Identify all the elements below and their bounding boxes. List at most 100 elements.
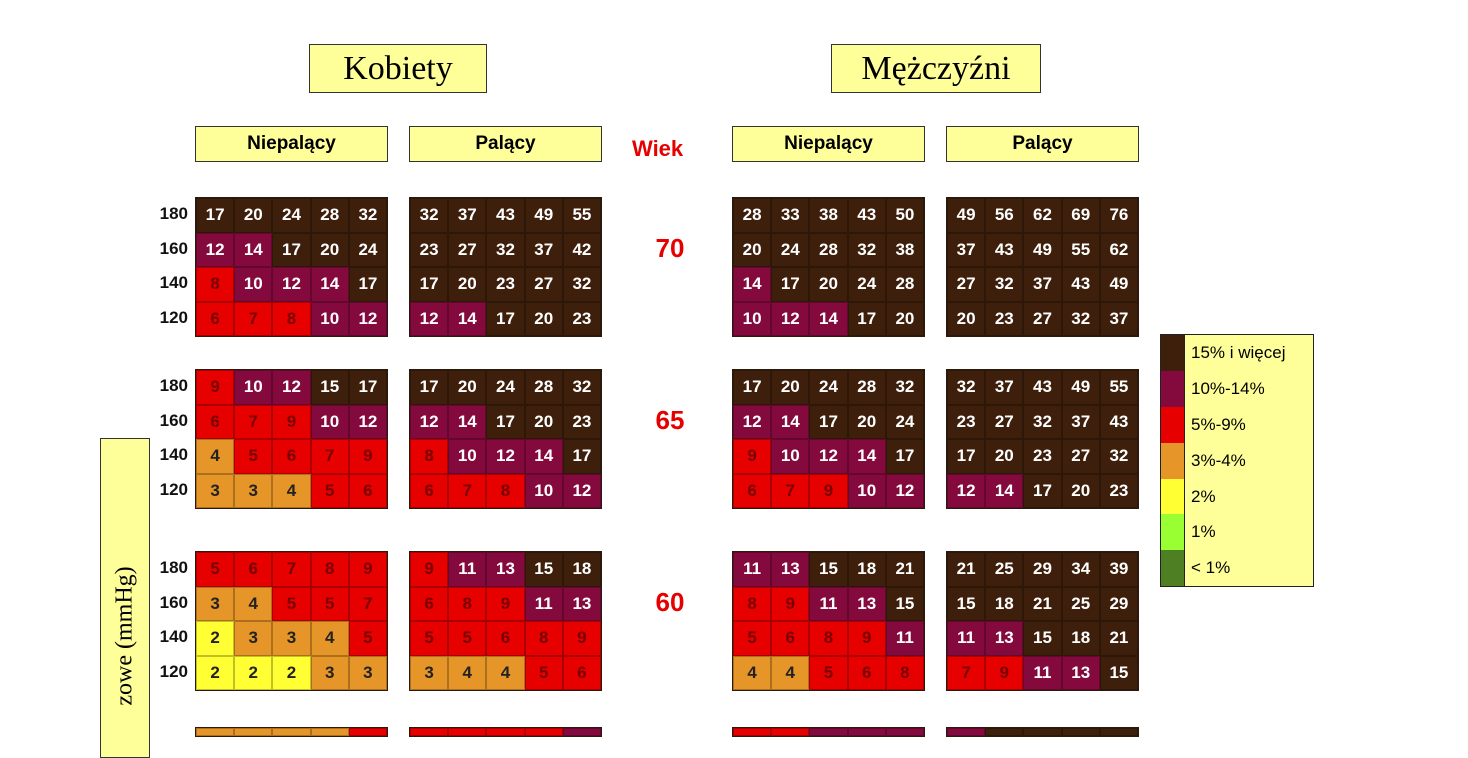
risk-cell: 43 [847,198,886,233]
legend-label: 15% i więcej [1191,342,1286,362]
risk-cell: 17 [196,198,235,233]
row-label: 160 [159,410,188,430]
risk-cell: 17 [847,301,886,336]
risk-cell: 8 [524,621,563,656]
risk-cell: 7 [234,301,273,336]
risk-cell: 38 [809,198,848,233]
women-header: Kobiety [309,44,487,93]
risk-cell: 5 [310,586,349,621]
row-label: 140 [159,445,188,464]
risk-cell: 32 [1061,301,1100,336]
risk-cell: 13 [771,552,810,587]
row-label: 180 [159,558,188,577]
legend-label: < 1% [1191,558,1231,578]
risk-cell: 9 [272,404,311,439]
risk-cell: 10 [234,267,273,302]
risk-cell: 12 [348,301,387,336]
risk-cell: 9 [985,655,1024,690]
risk-cell: 2 [196,655,235,690]
legend-item: 10%-14% [1161,370,1313,407]
risk-cell: 62 [1023,198,1062,233]
risk-cell: 15 [310,370,349,405]
risk-cell: 6 [234,552,273,587]
risk-cell: 43 [985,232,1024,267]
women-smoker-header: Palący [409,126,602,162]
risk-cell: 38 [885,232,924,267]
risk-cell: 20 [985,439,1024,474]
risk-cell: 3 [410,655,449,690]
legend-swatch [1161,406,1185,443]
risk-cell: 20 [885,301,924,336]
risk-grid-women-smoker: 32 37 43 49 55 23 27 32 37 42 17 20 23 27 32 12 14 17 20 23 [409,197,602,337]
risk-cell: 10 [448,439,487,474]
risk-cell: 23 [486,267,525,302]
risk-cell: 17 [410,370,449,405]
risk-cell: 10 [234,370,273,405]
risk-cell: 6 [410,586,449,621]
risk-cell: 12 [272,267,311,302]
risk-cell: 23 [1099,473,1138,508]
risk-cell: 8 [310,552,349,587]
risk-cell: 20 [809,267,848,302]
risk-cell: 42 [562,232,601,267]
risk-cell: 20 [524,301,563,336]
legend-label: 5%-9% [1191,414,1246,434]
risk-cell: 17 [348,267,387,302]
risk-cell: 49 [1023,232,1062,267]
risk-cell: 49 [524,198,563,233]
risk-cell: 24 [272,198,311,233]
risk-cell: 4 [733,655,772,690]
legend-item: 5%-9% [1161,406,1313,443]
risk-grid-men-nonsmoker: 17 20 24 28 32 12 14 17 20 24 9 10 12 14 17 6 7 9 10 12 [732,369,925,509]
row-label: 120 [159,661,188,681]
risk-cell: 29 [1099,586,1138,621]
risk-cell: 20 [524,404,563,439]
risk-cell: 9 [486,586,525,621]
risk-cell: 5 [733,621,772,656]
risk-grid-men-smoker: 21 25 29 34 39 15 18 21 25 29 11 13 15 18 21 7 9 11 13 15 [946,551,1139,691]
risk-cell: 20 [448,370,487,405]
risk-cell: 27 [947,267,986,302]
risk-cell: 14 [448,301,487,336]
risk-cell: 25 [985,552,1024,587]
risk-cell: 14 [234,232,273,267]
risk-cell: 17 [486,301,525,336]
risk-cell: 24 [348,232,387,267]
risk-grid-men-smoker: 32 37 43 49 55 23 27 32 37 43 17 20 23 27 32 12 14 17 20 23 [946,369,1139,509]
risk-cell: 9 [847,621,886,656]
risk-cell: 49 [947,198,986,233]
risk-cell: 17 [410,267,449,302]
risk-cell: 12 [562,473,601,508]
risk-cell: 32 [985,267,1024,302]
risk-cell: 76 [1099,198,1138,233]
row-label: 140 [159,627,188,646]
risk-cell: 4 [310,621,349,656]
risk-cell: 5 [310,473,349,508]
risk-cell: 24 [486,370,525,405]
risk-cell: 32 [1099,439,1138,474]
risk-grid-women-nonsmoker: 17 20 24 28 32 12 14 17 20 24 8 10 12 14 17 6 7 8 10 12 [195,197,388,337]
risk-cell: 27 [1061,439,1100,474]
risk-cell: 17 [885,439,924,474]
risk-cell: 12 [196,232,235,267]
risk-cell: 11 [733,552,772,587]
legend-swatch [1161,370,1185,407]
risk-cell: 15 [1099,655,1138,690]
risk-cell: 12 [771,301,810,336]
risk-cell: 7 [448,473,487,508]
risk-cell: 37 [947,232,986,267]
risk-cell: 21 [1023,586,1062,621]
risk-cell: 32 [847,232,886,267]
risk-cell: 3 [234,621,273,656]
risk-cell: 15 [809,552,848,587]
risk-cell: 49 [1099,267,1138,302]
risk-cell: 27 [524,267,563,302]
legend-swatch [1161,550,1185,587]
risk-cell: 12 [809,439,848,474]
risk-cell: 13 [985,621,1024,656]
risk-cell: 12 [348,404,387,439]
risk-cell: 32 [885,370,924,405]
risk-cell: 6 [196,404,235,439]
risk-cell: 14 [847,439,886,474]
risk-cell: 29 [1023,552,1062,587]
